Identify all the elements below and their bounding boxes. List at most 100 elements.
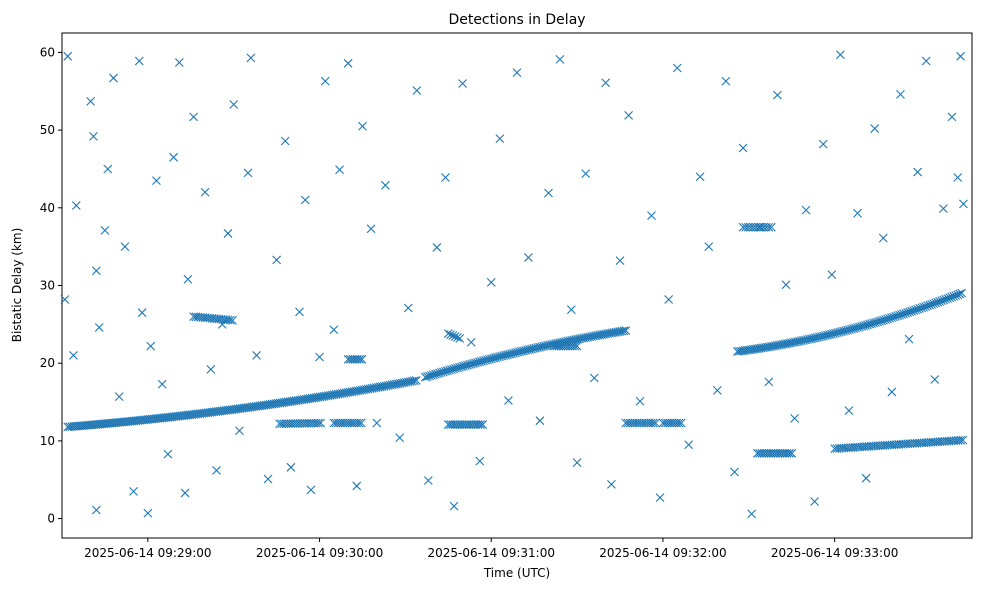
data-point-marker — [448, 331, 458, 340]
data-point-marker — [651, 418, 660, 428]
data-point-marker — [589, 373, 599, 383]
data-point-marker — [790, 413, 799, 423]
data-point-marker — [441, 173, 450, 182]
data-point-marker — [286, 462, 296, 472]
data-point-marker — [958, 435, 968, 445]
data-point-marker — [71, 201, 81, 210]
data-point-marker — [607, 480, 616, 489]
data-point-marker — [450, 332, 460, 341]
data-point-marker — [764, 377, 774, 387]
y-tick-label: 10 — [40, 434, 55, 448]
data-point-marker — [63, 51, 73, 61]
y-tick-label: 0 — [47, 512, 55, 526]
data-point-marker — [223, 229, 233, 238]
data-point-marker — [100, 225, 110, 235]
y-tick-label: 20 — [40, 356, 55, 370]
data-point-marker — [921, 56, 931, 66]
data-point-marker — [504, 396, 513, 405]
data-point-marker — [137, 308, 147, 318]
data-point-marker — [403, 303, 413, 313]
data-point-marker — [870, 124, 880, 133]
data-point-marker — [306, 485, 316, 495]
data-point-marker — [601, 78, 611, 88]
x-tick-label: 2025-06-14 09:33:00 — [771, 546, 898, 560]
data-point-marker — [449, 501, 459, 511]
data-point-marker — [355, 354, 364, 364]
data-point-marker — [458, 79, 468, 88]
data-point-marker — [957, 288, 967, 298]
data-point-marker — [366, 224, 376, 234]
data-point-marker — [861, 473, 871, 483]
data-point-marker — [354, 418, 364, 428]
data-point-marker — [134, 56, 144, 66]
data-point-marker — [773, 90, 782, 100]
data-point-marker — [572, 341, 582, 351]
data-point-marker — [335, 165, 344, 175]
data-point-marker — [412, 86, 422, 95]
data-point-marker — [69, 351, 78, 360]
data-point-marker — [938, 204, 948, 213]
data-point-marker — [566, 305, 576, 314]
data-point-marker — [91, 505, 101, 515]
data-point-marker — [235, 426, 244, 436]
data-point-marker — [767, 222, 776, 232]
data-point-marker — [704, 242, 714, 252]
data-point-marker — [664, 295, 674, 304]
data-point-marker — [263, 474, 273, 484]
data-point-marker — [624, 110, 633, 120]
data-point-marker — [647, 211, 656, 220]
x-axis: 2025-06-14 09:29:00 2025-06-14 09:30:00 20… — [84, 538, 898, 560]
data-point-marker — [672, 63, 682, 73]
data-point-marker — [228, 315, 237, 325]
data-point-marker — [91, 266, 101, 276]
data-point-marker — [180, 488, 190, 498]
data-point-marker — [409, 376, 419, 386]
data-point-marker — [358, 121, 367, 131]
data-point-marker — [827, 270, 837, 280]
data-point-marker — [801, 205, 811, 215]
data-point-marker — [423, 476, 433, 485]
data-point-marker — [712, 385, 722, 395]
data-point-marker — [189, 112, 199, 122]
y-tick-label: 60 — [40, 45, 55, 59]
data-point-marker — [443, 329, 453, 339]
data-point-marker — [466, 337, 476, 347]
data-point-marker — [853, 208, 862, 218]
data-point-marker — [272, 255, 282, 265]
data-point-marker — [676, 418, 686, 428]
y-tick-label: 40 — [40, 201, 55, 215]
data-point-marker — [674, 418, 684, 428]
data-point-marker — [524, 253, 533, 262]
data-point-marker — [747, 509, 757, 519]
data-point-marker — [372, 418, 382, 428]
data-point-marker — [478, 420, 488, 429]
data-point-marker — [555, 55, 565, 64]
data-point-marker — [570, 341, 580, 351]
x-tick-label: 2025-06-14 09:32:00 — [599, 546, 726, 560]
data-point-marker — [695, 172, 705, 182]
data-point-marker — [174, 58, 184, 67]
data-point-marker — [453, 333, 462, 342]
data-point-marker — [512, 68, 522, 78]
data-point-marker — [129, 486, 138, 496]
data-point-marker — [475, 420, 485, 429]
y-axis-label: Bistatic Delay (km) — [10, 228, 24, 343]
data-point-marker — [120, 242, 130, 252]
data-point-marker — [730, 467, 739, 477]
data-point-marker — [544, 188, 553, 198]
data-point-marker — [295, 307, 304, 317]
data-point-marker — [206, 365, 216, 374]
data-point-marker — [956, 435, 965, 445]
data-point-marker — [157, 379, 167, 389]
x-axis-label: Time (UTC) — [483, 566, 550, 580]
data-point-marker — [495, 134, 505, 144]
y-tick-label: 50 — [40, 123, 55, 137]
x-tick-label: 2025-06-14 09:31:00 — [428, 546, 555, 560]
data-point-marker — [329, 325, 339, 335]
data-point-marker — [357, 354, 367, 364]
data-point-marker — [904, 334, 914, 344]
data-point-marker — [200, 187, 210, 197]
points-layer — [60, 50, 968, 519]
data-point-marker — [229, 100, 239, 109]
